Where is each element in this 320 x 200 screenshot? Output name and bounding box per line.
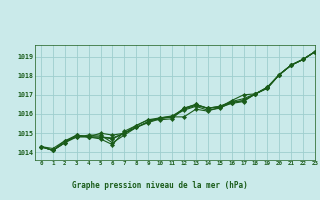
Text: Graphe pression niveau de la mer (hPa): Graphe pression niveau de la mer (hPa)	[72, 182, 248, 190]
